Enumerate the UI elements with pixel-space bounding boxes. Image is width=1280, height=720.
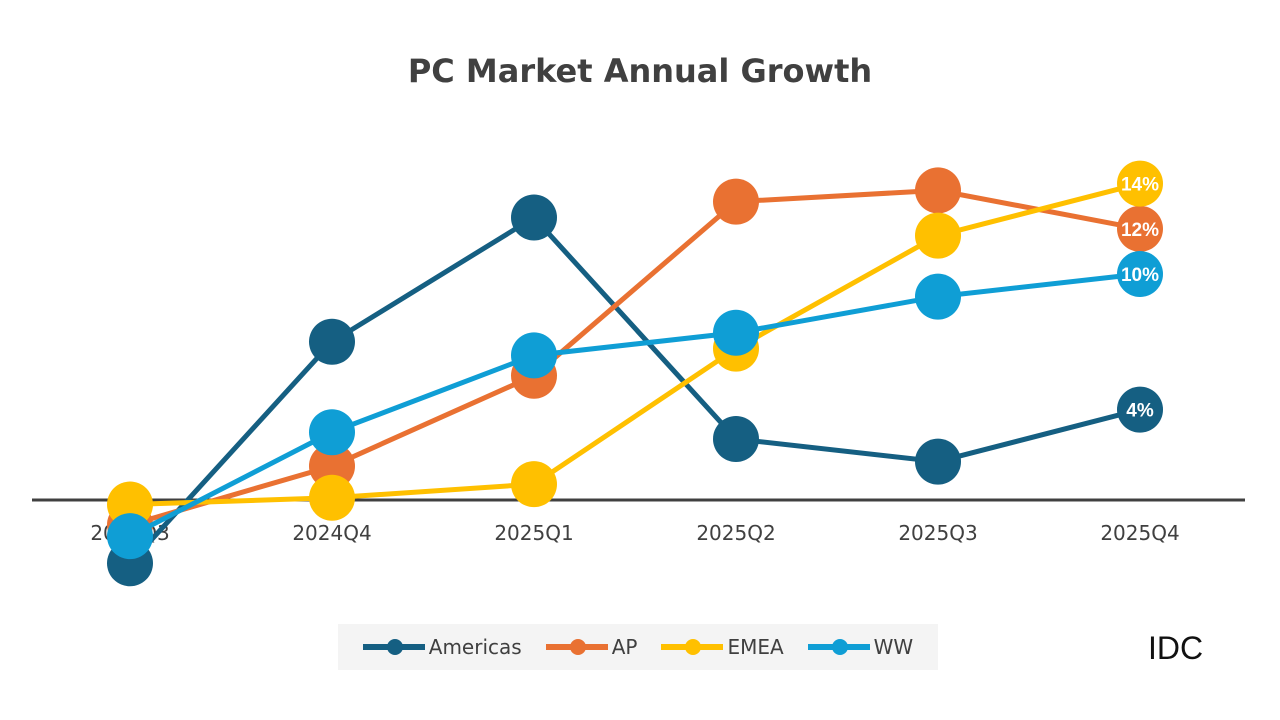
data-point (107, 481, 153, 528)
legend-label: AP (611, 635, 638, 659)
data-label: 10% (1121, 265, 1159, 286)
series-line (129, 187, 1141, 528)
data-point (915, 273, 961, 320)
data-label: 12% (1121, 220, 1159, 241)
x-tick-label: 2025Q2 (696, 521, 775, 545)
data-point (1117, 205, 1163, 252)
series-line (128, 271, 1141, 539)
data-point (511, 194, 557, 241)
x-tick-label: 2025Q4 (1100, 521, 1179, 545)
data-point (713, 415, 759, 462)
data-label: 14% (1121, 175, 1159, 196)
x-tick-label: 2024Q4 (292, 521, 371, 545)
legend: Americas AP EMEA WW (338, 624, 938, 670)
data-point (1117, 160, 1163, 207)
data-point (309, 318, 355, 365)
data-point (915, 167, 961, 214)
x-tick-label: 2025Q3 (898, 521, 977, 545)
series-ap: 12% (107, 167, 1163, 548)
legend-swatch-icon (545, 639, 608, 655)
legend-label: Americas (428, 635, 522, 659)
data-point (511, 461, 557, 508)
legend-item-emea: EMEA (661, 635, 784, 659)
data-point (713, 178, 759, 225)
legend-item-americas: Americas (362, 635, 522, 659)
data-point (511, 332, 557, 379)
data-point (1117, 251, 1163, 297)
data-point (309, 409, 355, 456)
series-line (128, 214, 1141, 565)
x-tick-label: 2025Q1 (494, 521, 573, 545)
series-ww: 10% (107, 251, 1163, 560)
data-point (309, 443, 355, 490)
legend-label: WW (873, 635, 914, 659)
data-point (1117, 386, 1163, 433)
series-americas: 4% (107, 194, 1163, 587)
data-point (107, 513, 153, 560)
data-point (713, 309, 759, 356)
data-point (915, 212, 961, 259)
legend-swatch-icon (661, 639, 724, 655)
data-point (309, 474, 355, 521)
legend-item-ww: WW (807, 635, 914, 659)
source-label: IDC (1148, 630, 1204, 666)
data-label: 4% (1126, 401, 1154, 422)
series-line (129, 181, 1141, 508)
legend-item-ap: AP (545, 635, 638, 659)
legend-swatch-icon (362, 639, 425, 655)
chart-title: PC Market Annual Growth (407, 52, 873, 90)
data-point (915, 438, 961, 485)
legend-swatch-icon (807, 639, 870, 655)
legend-label: EMEA (727, 635, 784, 659)
